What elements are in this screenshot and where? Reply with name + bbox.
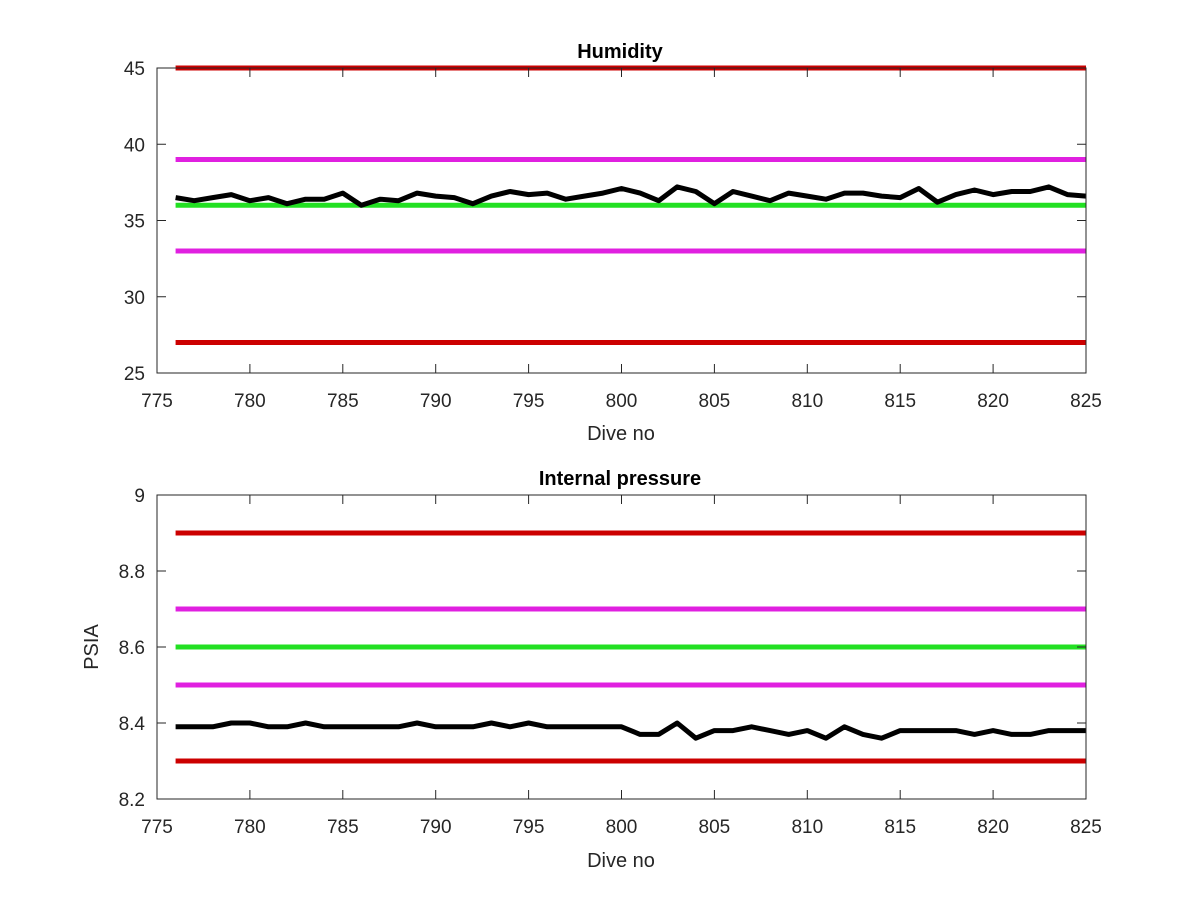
internal-pressure-y-tick-label-1: 8.4: [119, 714, 146, 735]
internal-pressure-x-ticks: 775 780 785 790 795 800 805 810 815 820 825: [141, 495, 1102, 838]
humidity-x-axis-label: Dive no: [587, 423, 655, 445]
internal-pressure-data-line-0: [175, 720, 1086, 741]
humidity-y-tick-label-2: 35: [124, 212, 145, 233]
humidity-y-tick-label-3: 40: [124, 135, 145, 156]
internal-pressure-x-tick-label-0: 775: [141, 817, 173, 838]
humidity-chart: Humidity 775 780 785 790 795 800 805 810 815 820 8…: [124, 41, 1102, 445]
humidity-series: [175, 184, 1087, 208]
humidity-y-ticks: 25 30 35 40 45: [124, 59, 1086, 385]
internal-pressure-x-tick-label-9: 820: [977, 817, 1009, 838]
humidity-x-tick-label-5: 800: [606, 391, 638, 412]
humidity-y-tick-label-0: 25: [124, 364, 145, 385]
humidity-x-tick-label-8: 815: [884, 391, 916, 412]
internal-pressure-title: Internal pressure: [539, 468, 701, 490]
humidity-x-tick-label-10: 825: [1070, 391, 1102, 412]
internal-pressure-reference-lines: [175, 530, 1086, 764]
humidity-x-tick-label-2: 785: [327, 391, 359, 412]
internal-pressure-y-ticks: 8.2 8.4 8.6 8.8 9: [119, 486, 1086, 811]
humidity-x-tick-label-7: 810: [791, 391, 823, 412]
internal-pressure-x-tick-label-6: 805: [699, 817, 731, 838]
humidity-x-tick-label-3: 790: [420, 391, 452, 412]
humidity-y-tick-label-1: 30: [124, 288, 145, 309]
internal-pressure-x-tick-label-5: 800: [606, 817, 638, 838]
internal-pressure-x-tick-label-8: 815: [884, 817, 916, 838]
humidity-x-tick-label-9: 820: [977, 391, 1009, 412]
humidity-x-tick-label-6: 805: [699, 391, 731, 412]
internal-pressure-y-tick-label-3: 8.8: [119, 562, 145, 583]
humidity-title: Humidity: [577, 41, 663, 63]
humidity-x-tick-label-4: 795: [513, 391, 545, 412]
humidity-x-tick-label-1: 780: [234, 391, 266, 412]
internal-pressure-x-tick-label-1: 780: [234, 817, 266, 838]
internal-pressure-series: [175, 720, 1086, 741]
internal-pressure-y-tick-label-4: 9: [134, 486, 145, 507]
internal-pressure-chart: Internal pressure 775 780 785 790 795 800 805 8…: [81, 468, 1102, 872]
internal-pressure-x-tick-label-10: 825: [1070, 817, 1102, 838]
internal-pressure-y-axis-label: PSIA: [81, 624, 103, 670]
internal-pressure-x-tick-label-2: 785: [327, 817, 359, 838]
humidity-y-tick-label-4: 45: [124, 59, 145, 80]
internal-pressure-x-tick-label-7: 810: [791, 817, 823, 838]
humidity-x-tick-label-0: 775: [141, 391, 173, 412]
internal-pressure-y-tick-label-2: 8.6: [119, 638, 145, 659]
internal-pressure-x-axis-label: Dive no: [587, 850, 655, 872]
internal-pressure-x-tick-label-4: 795: [513, 817, 545, 838]
internal-pressure-x-tick-label-3: 790: [420, 817, 452, 838]
humidity-data-line-0: [175, 184, 1087, 208]
humidity-x-ticks: 775 780 785 790 795 800 805 810 815 820 825: [141, 68, 1102, 412]
internal-pressure-y-tick-label-0: 8.2: [119, 790, 145, 811]
